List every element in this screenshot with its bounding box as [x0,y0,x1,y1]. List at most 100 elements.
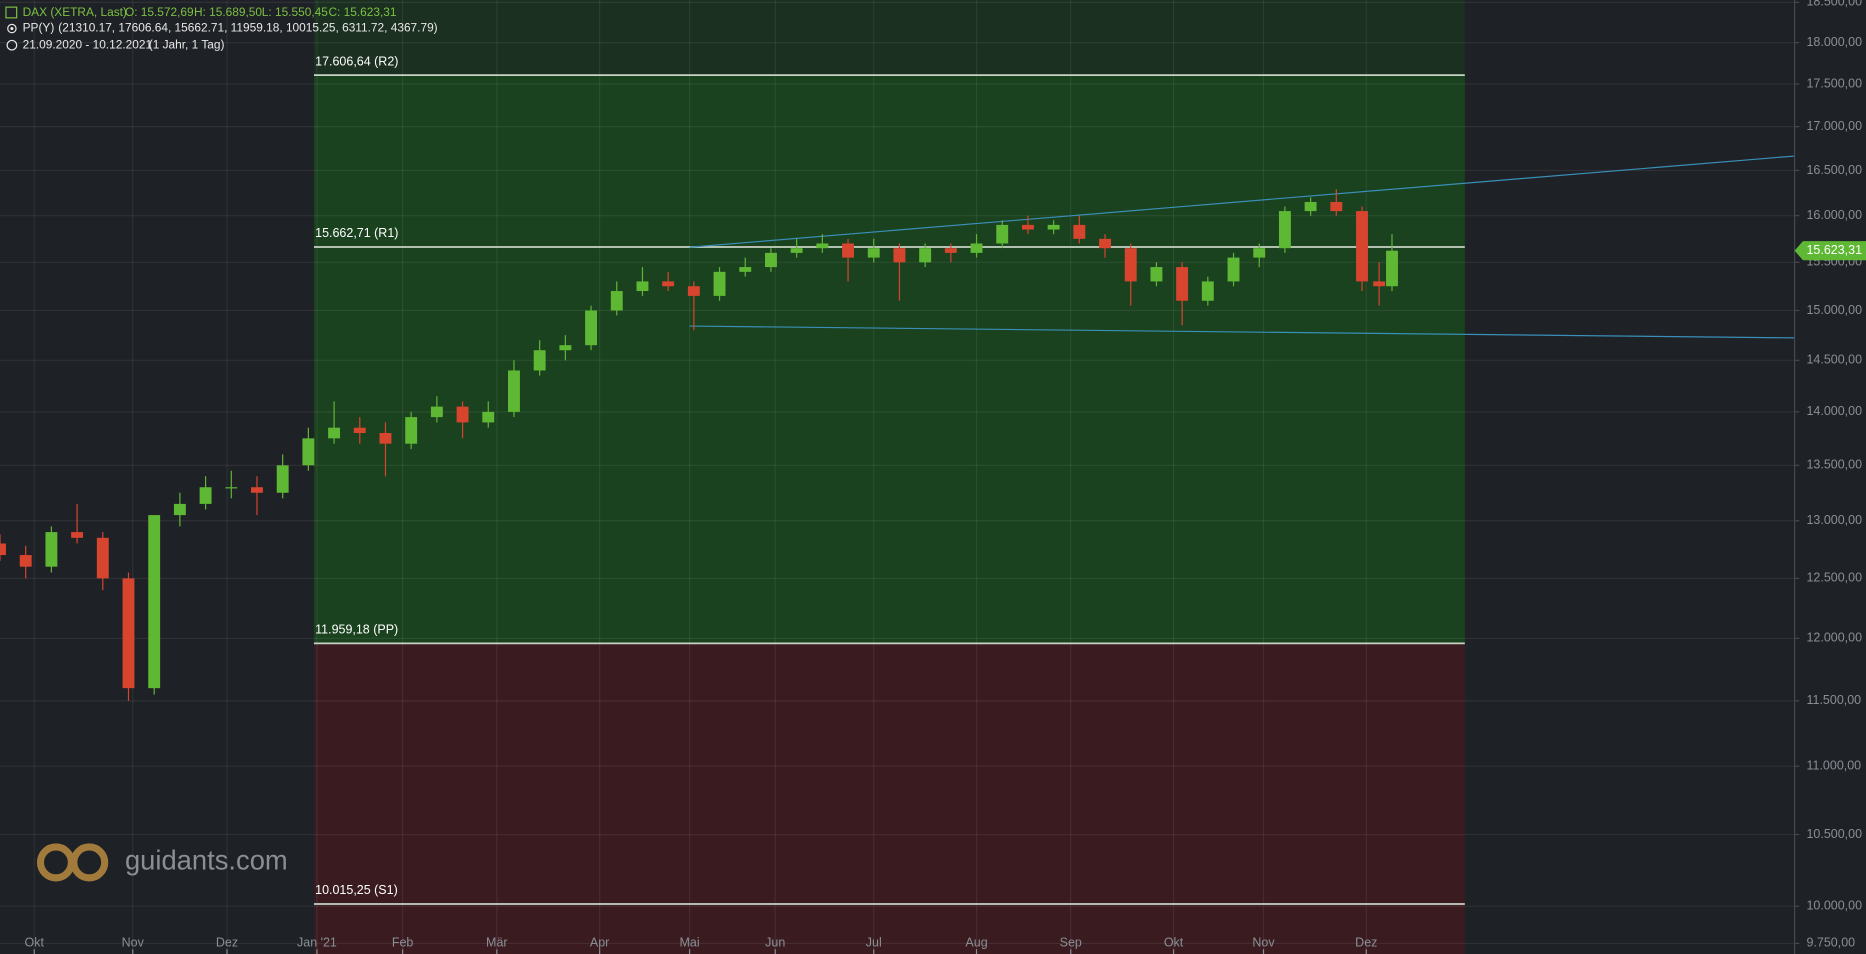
candle-body [867,248,880,258]
y-tick-label: 11.000,00 [1806,758,1861,772]
candle-body [225,487,238,489]
y-tick-label: 10.000,00 [1806,899,1862,913]
candle-body [122,578,135,689]
candle-body [1073,224,1086,239]
candle-body [739,267,752,272]
x-tick-label: Okt [25,936,45,950]
candle-body [0,543,6,556]
candle-body [328,427,341,439]
x-tick-label: Apr [590,936,609,950]
header: DAX (XETRA, Last) O: 15.572,69 H: 15.689… [5,5,438,51]
logo [70,843,109,882]
x-tick-label: Dez [216,936,238,950]
candle-body [1047,224,1060,230]
candle-body [302,438,315,466]
pivot-zone [313,643,1465,954]
candle-body [1373,281,1386,287]
candle-body [405,417,418,444]
candle-body [790,248,803,253]
x-tick-label: Nov [1252,936,1275,950]
candle-body [19,555,32,567]
candle-body [45,532,58,567]
candle-body [251,487,263,493]
indicator: PP(Y) [23,21,55,35]
x-tick-label: Jan '21 [297,936,337,950]
candle-body [1124,248,1137,282]
y-tick-label: 15.000,00 [1806,303,1862,317]
pivot-label: 15.662,71 (R1) [315,226,398,240]
pivot-label: 10.015,25 (S1) [315,883,398,897]
candle-body [276,465,289,493]
y-tick-label: 17.000,00 [1806,119,1862,133]
watermark-text: guidants.com [125,845,288,876]
y-tick-label: 11.500,00 [1806,693,1861,707]
x-tick-label: Okt [1164,936,1184,950]
pivot-label: 17.606,64 (R2) [315,54,398,68]
low: L: 15.550,45 [262,5,328,19]
icon [5,6,18,19]
plot-layer: 17.606,64 (R2) 15.662,71 (R1) 11.959,18 (P… [0,0,1795,954]
y-tick-label: 16.500,00 [1806,163,1862,177]
candle-body [1021,224,1034,230]
candle-body [1176,267,1189,301]
candle-body [199,487,212,504]
candle-body [96,537,109,579]
pivot-label: 11.959,18 (PP) [315,623,398,637]
candle-body [610,291,623,311]
candle-body [1330,201,1343,212]
candle-body [893,248,906,263]
pivot-zone [313,0,1465,76]
candle-body [508,370,520,412]
y-tick-label: 12.500,00 [1806,571,1862,585]
candle-body [919,248,932,263]
y-tick-label: 10.500,00 [1806,827,1862,841]
x-tick-label: Dez [1355,936,1377,950]
candle-body [1304,201,1317,212]
candle-body [1099,238,1111,249]
price-tag-label: 15.623,31 [1806,243,1862,257]
y-tick-label: 13.000,00 [1806,513,1862,527]
close: C: 15.623,31 [328,5,396,19]
x-tick-label: Feb [392,936,414,950]
candle-body [636,281,649,292]
y-tick-label: 12.000,00 [1806,631,1862,645]
candle-body [944,248,957,253]
candle-body [559,345,572,351]
candle-body [1150,267,1163,282]
x-tick-label: Jul [866,936,882,950]
y-tick-label: 13.500,00 [1806,458,1862,472]
candle-body [1356,211,1368,282]
y-tick-label: 17.500,00 [1806,76,1862,90]
trendline [689,325,1795,339]
candle-body [713,271,726,296]
y-tick-label: 14.000,00 [1806,404,1862,418]
y-tick-label: 18.000,00 [1806,35,1862,49]
candle-body [687,286,700,296]
candle-body [996,224,1009,244]
y-tick-label: 9.750,00 [1806,936,1855,950]
candle-body [662,281,675,287]
y-tick-label: 16.000,00 [1806,208,1862,222]
candle-body [970,243,983,253]
candle-body [173,503,186,516]
candle-body [482,411,495,423]
candle-body [353,427,366,434]
range: 21.09.2020 - 10.12.2021 [23,37,153,51]
pivot-zone [313,75,1465,644]
x-tick-label: Mai [680,936,700,950]
candle-body [430,406,443,418]
icon [6,39,18,51]
candle-body [764,252,777,268]
candle-body [1201,281,1214,301]
open: O: 15.572,69 [125,5,194,19]
candle-body [533,350,546,371]
instrument: DAX (XETRA, Last) [23,5,127,19]
candle-body [71,532,84,538]
x-tick-label: Nov [122,936,145,950]
candle-body [1253,248,1266,258]
trendline [689,155,1795,248]
candle-body [379,433,392,444]
y-tick-label: 14.500,00 [1806,353,1862,367]
